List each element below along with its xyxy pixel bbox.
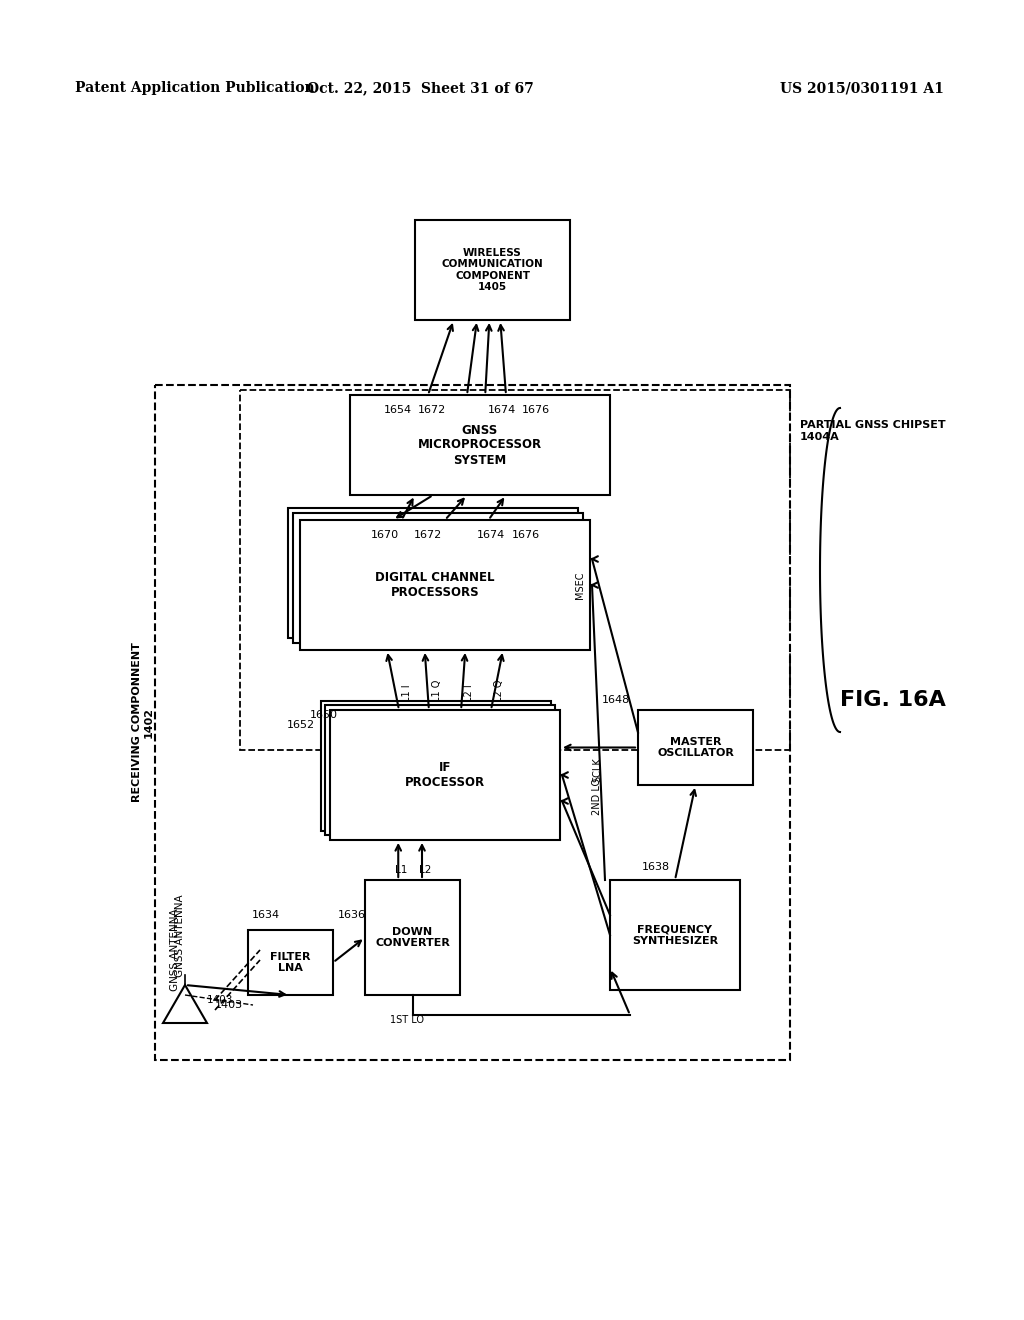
- Text: US 2015/0301191 A1: US 2015/0301191 A1: [780, 81, 944, 95]
- Bar: [293, 513, 583, 643]
- Text: 1672: 1672: [418, 405, 445, 414]
- Text: 1403: 1403: [215, 1001, 243, 1010]
- Text: L2: L2: [419, 865, 431, 875]
- Bar: [321, 701, 551, 832]
- Text: GNSS
MICROPROCESSOR
SYSTEM: GNSS MICROPROCESSOR SYSTEM: [418, 424, 542, 466]
- Text: L1 I: L1 I: [402, 684, 412, 702]
- Text: PARTIAL GNSS CHIPSET
1404A: PARTIAL GNSS CHIPSET 1404A: [800, 420, 945, 442]
- Text: 1676: 1676: [522, 405, 550, 414]
- Text: 1654: 1654: [384, 405, 412, 414]
- Text: L1: L1: [395, 865, 408, 875]
- Text: MSEC: MSEC: [575, 572, 585, 599]
- Text: GNSS ANTENNA: GNSS ANTENNA: [170, 908, 180, 991]
- Text: WIRELESS
COMMUNICATION
COMPONENT
1405: WIRELESS COMMUNICATION COMPONENT 1405: [441, 248, 544, 293]
- Text: IF
PROCESSOR: IF PROCESSOR: [404, 762, 485, 789]
- Bar: [300, 520, 590, 649]
- Text: 1670: 1670: [371, 531, 398, 540]
- Text: 1674: 1674: [477, 531, 505, 540]
- Text: 1634: 1634: [252, 909, 281, 920]
- Text: 1672: 1672: [414, 531, 442, 540]
- Bar: [638, 710, 753, 785]
- Bar: [415, 220, 570, 319]
- Bar: [610, 880, 740, 990]
- Text: DIGITAL CHANNEL
PROCESSORS: DIGITAL CHANNEL PROCESSORS: [375, 572, 495, 599]
- Text: SCLK: SCLK: [592, 758, 602, 783]
- Text: 1636: 1636: [338, 909, 366, 920]
- Text: L2 Q: L2 Q: [494, 680, 504, 702]
- Text: 2ND LO: 2ND LO: [592, 777, 602, 814]
- Text: MASTER
OSCILLATOR: MASTER OSCILLATOR: [657, 737, 734, 758]
- Text: FREQUENCY
SYNTHESIZER: FREQUENCY SYNTHESIZER: [632, 924, 718, 946]
- Text: 1403: 1403: [207, 995, 233, 1005]
- Text: 1652: 1652: [287, 719, 315, 730]
- Text: L2 I: L2 I: [464, 684, 474, 702]
- Bar: [248, 931, 333, 995]
- Text: 1648: 1648: [602, 696, 630, 705]
- Bar: [240, 389, 790, 750]
- Bar: [350, 395, 610, 495]
- Bar: [365, 880, 460, 995]
- Bar: [325, 705, 555, 836]
- Text: GNSS ANTENNA: GNSS ANTENNA: [175, 895, 185, 977]
- Bar: [330, 710, 560, 840]
- Text: Oct. 22, 2015  Sheet 31 of 67: Oct. 22, 2015 Sheet 31 of 67: [306, 81, 534, 95]
- Text: Patent Application Publication: Patent Application Publication: [75, 81, 314, 95]
- Bar: [288, 508, 578, 638]
- Text: FILTER
LNA: FILTER LNA: [270, 952, 310, 973]
- Text: 1638: 1638: [642, 862, 670, 873]
- Text: 1ST LO: 1ST LO: [390, 1015, 425, 1026]
- Text: 1676: 1676: [512, 531, 540, 540]
- Bar: [155, 385, 790, 1060]
- Text: 1674: 1674: [488, 405, 516, 414]
- Text: RECEIVING COMPONNENT
1402: RECEIVING COMPONNENT 1402: [132, 643, 154, 803]
- Text: L1 Q: L1 Q: [432, 680, 442, 702]
- Text: 1650: 1650: [310, 710, 338, 719]
- Text: DOWN
CONVERTER: DOWN CONVERTER: [375, 927, 450, 948]
- Text: FIG. 16A: FIG. 16A: [840, 690, 946, 710]
